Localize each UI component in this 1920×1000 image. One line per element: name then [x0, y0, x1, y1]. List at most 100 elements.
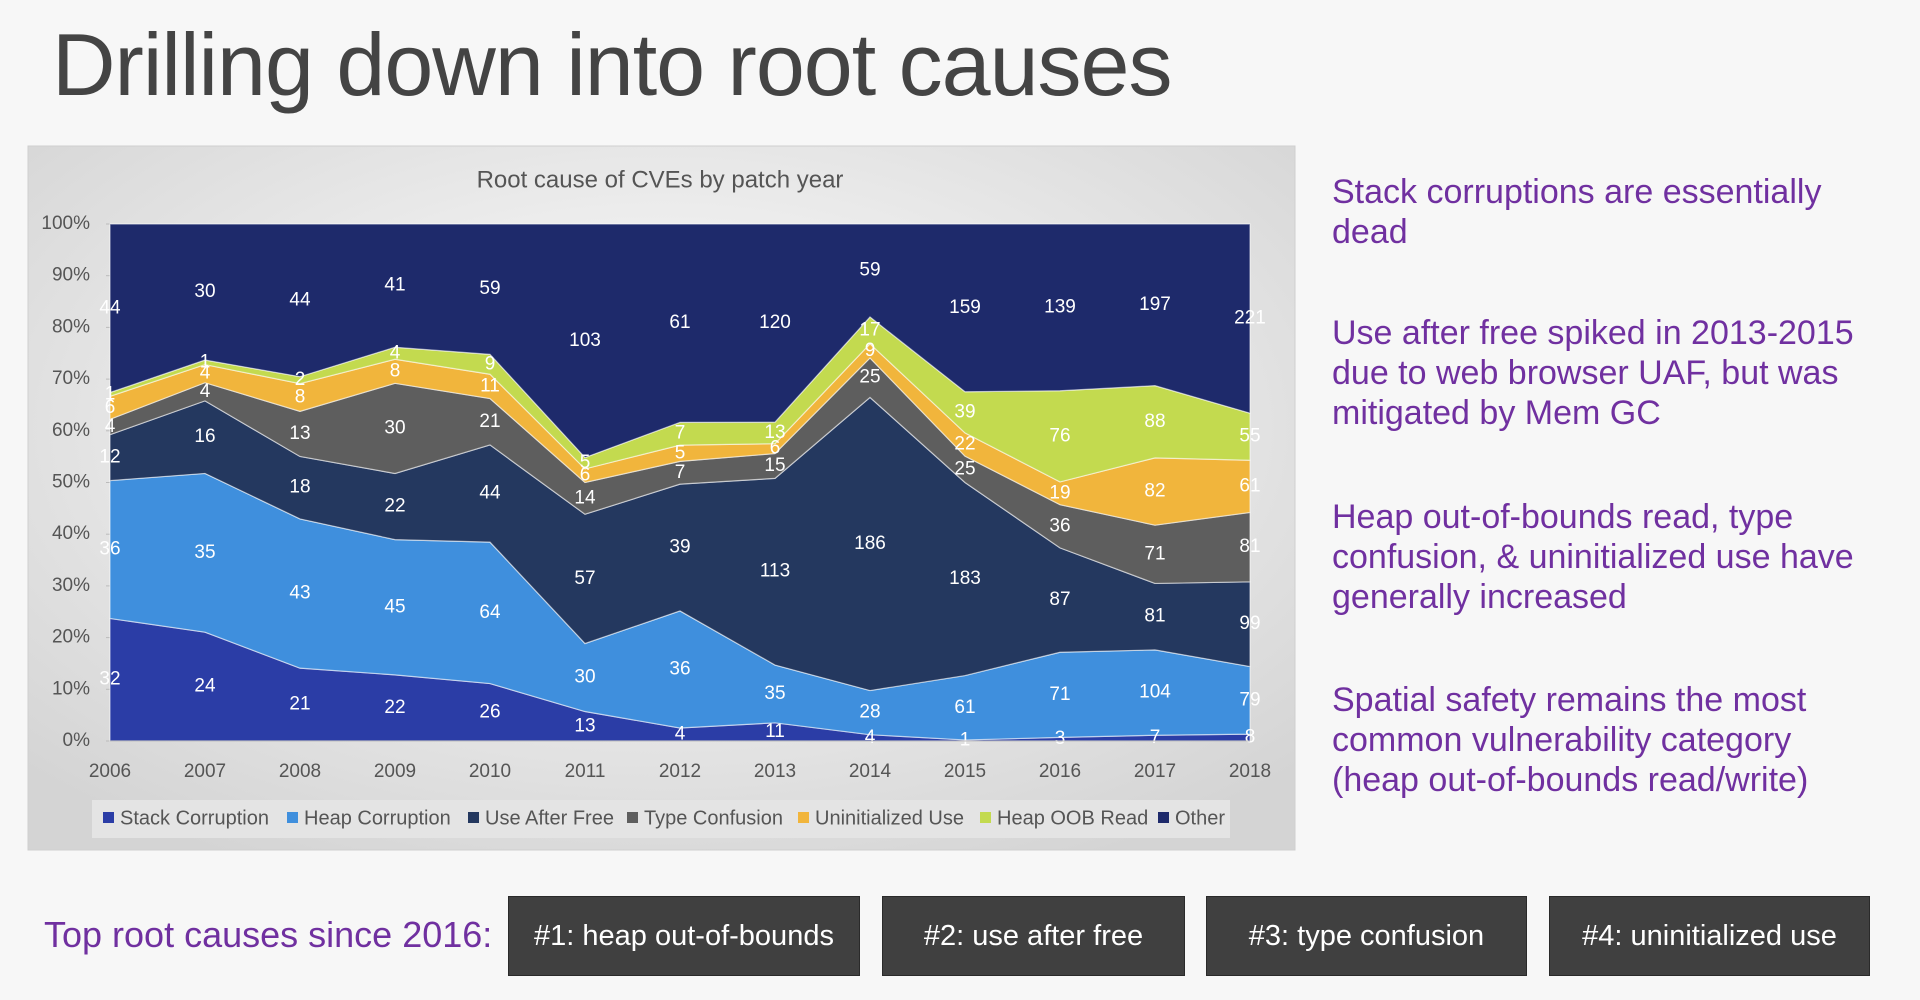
- legend-swatch: [980, 812, 991, 823]
- x-tick-label: 2017: [1134, 761, 1176, 782]
- data-label: 139: [1044, 296, 1076, 317]
- data-label: 30: [194, 281, 215, 302]
- data-label: 183: [949, 568, 981, 589]
- data-label: 30: [574, 667, 595, 688]
- data-label: 14: [574, 487, 596, 508]
- data-label: 16: [194, 426, 215, 447]
- root-cause-box: #1: heap out-of-bounds: [508, 896, 860, 976]
- data-label: 61: [954, 697, 975, 718]
- y-tick-label: 0%: [63, 730, 91, 751]
- data-label: 36: [669, 658, 690, 679]
- data-label: 81: [1239, 536, 1260, 557]
- data-label: 5: [675, 442, 686, 463]
- data-label: 4: [200, 381, 211, 402]
- data-label: 13: [574, 715, 595, 736]
- root-cause-box: #4: uninitialized use: [1549, 896, 1870, 976]
- data-label: 9: [865, 340, 876, 361]
- data-label: 104: [1139, 682, 1171, 703]
- data-label: 13: [289, 423, 310, 444]
- data-label: 1: [960, 729, 971, 750]
- legend-swatch: [103, 812, 114, 823]
- legend-label: Heap OOB Read: [997, 807, 1148, 829]
- x-tick-label: 2015: [944, 761, 986, 782]
- data-label: 6: [770, 438, 781, 459]
- data-label: 25: [954, 458, 975, 479]
- data-label: 36: [99, 539, 120, 560]
- y-tick-label: 90%: [52, 265, 90, 286]
- x-tick-label: 2014: [849, 761, 892, 782]
- data-label: 61: [1239, 475, 1260, 496]
- x-tick-label: 2007: [184, 761, 226, 782]
- data-label: 7: [675, 423, 686, 444]
- data-label: 57: [574, 568, 595, 589]
- data-label: 81: [1144, 606, 1165, 627]
- y-tick-label: 40%: [52, 523, 90, 544]
- y-tick-label: 100%: [41, 213, 90, 234]
- data-label: 1: [200, 351, 211, 372]
- data-label: 99: [1239, 613, 1260, 634]
- data-label: 87: [1049, 589, 1070, 610]
- data-label: 221: [1234, 308, 1266, 329]
- data-label: 186: [854, 533, 886, 554]
- y-tick-label: 30%: [52, 575, 90, 596]
- legend-label: Uninitialized Use: [815, 807, 964, 829]
- data-label: 159: [949, 297, 981, 318]
- chart-title: Root cause of CVEs by patch year: [477, 166, 844, 193]
- note: Use after free spiked in 2013-2015 due t…: [1332, 314, 1854, 432]
- data-label: 88: [1144, 411, 1165, 432]
- y-tick-label: 10%: [52, 678, 90, 699]
- legend-label: Stack Corruption: [120, 807, 269, 829]
- data-label: 43: [289, 583, 310, 604]
- data-label: 4: [200, 363, 211, 384]
- data-label: 79: [1239, 689, 1260, 710]
- data-label: 71: [1144, 543, 1165, 564]
- data-label: 35: [194, 542, 215, 563]
- data-label: 4: [675, 724, 686, 745]
- x-tick-label: 2018: [1229, 761, 1271, 782]
- data-label: 103: [569, 330, 601, 351]
- data-label: 4: [865, 727, 876, 748]
- note: Heap out-of-bounds read, type confusion,…: [1332, 498, 1854, 616]
- y-tick-label: 80%: [52, 316, 90, 337]
- data-label: 17: [859, 319, 880, 340]
- data-label: 55: [1239, 426, 1260, 447]
- data-label: 22: [384, 496, 405, 517]
- legend-label: Type Confusion: [644, 807, 783, 829]
- legend-swatch: [1158, 812, 1169, 823]
- data-label: 26: [479, 701, 500, 722]
- data-label: 5: [580, 452, 591, 473]
- data-label: 64: [479, 602, 501, 623]
- x-tick-label: 2010: [469, 761, 511, 782]
- x-tick-label: 2009: [374, 761, 416, 782]
- data-label: 44: [99, 297, 121, 318]
- data-label: 7: [675, 462, 686, 483]
- legend-swatch: [287, 812, 298, 823]
- chart: Root cause of CVEs by patch year 0% 10% 20…: [27, 145, 1296, 851]
- x-tick-label: 2006: [89, 761, 131, 782]
- data-label: 11: [480, 375, 500, 396]
- note: Stack corruptions are essentially dead: [1332, 173, 1822, 251]
- legend-label: Other: [1175, 807, 1225, 829]
- data-label: 1: [105, 383, 116, 404]
- x-tick-label: 2008: [279, 761, 321, 782]
- data-label: 6: [105, 397, 116, 418]
- legend-label: Use After Free: [485, 807, 614, 829]
- y-tick-label: 70%: [52, 368, 90, 389]
- data-label: 76: [1049, 425, 1070, 446]
- bottom-label: Top root causes since 2016:: [44, 914, 493, 955]
- data-label: 3: [1055, 728, 1066, 749]
- y-tick-label: 50%: [52, 472, 90, 493]
- legend-swatch: [627, 812, 638, 823]
- data-label: 21: [479, 411, 500, 432]
- data-label: 120: [759, 312, 791, 333]
- data-label: 13: [764, 422, 785, 443]
- data-label: 8: [390, 360, 401, 381]
- data-label: 45: [384, 596, 405, 617]
- data-label: 7: [1150, 727, 1161, 748]
- x-tick-label: 2016: [1039, 761, 1081, 782]
- data-label: 44: [289, 289, 311, 310]
- data-label: 11: [765, 721, 785, 742]
- data-label: 197: [1139, 294, 1171, 315]
- legend-box: [92, 800, 1230, 838]
